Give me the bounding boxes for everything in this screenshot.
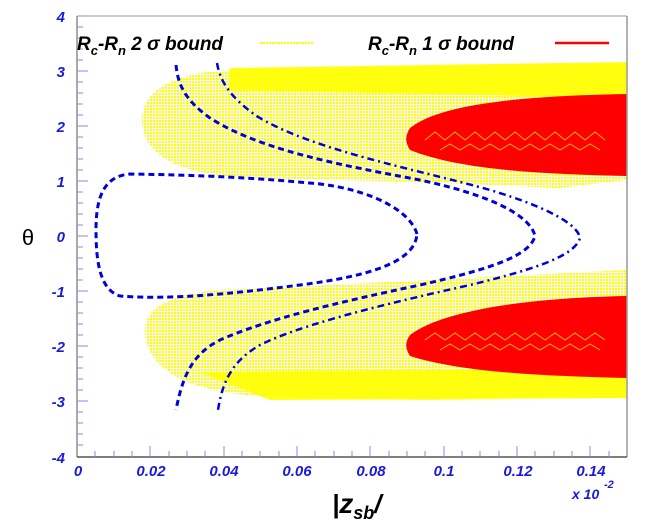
- red-region-upper: [406, 94, 627, 176]
- y-tick-label: 4: [56, 9, 66, 26]
- x-tick-label: 0: [74, 463, 83, 480]
- yellow-band-lower-fill: [200, 368, 627, 400]
- yellow-band-upper-fill: [230, 62, 627, 98]
- x-tick-label: 0.12: [503, 463, 533, 480]
- x-tick-label: 0.02: [136, 463, 166, 480]
- y-tick-label: -2: [52, 339, 66, 356]
- y-tick-label: 1: [57, 174, 65, 191]
- y-tick-label: 0: [57, 229, 66, 246]
- x-tick-label: 0.14: [576, 463, 606, 480]
- x-tick-label: 0.06: [282, 463, 312, 480]
- y-tick-label: 2: [56, 119, 66, 136]
- red-region-lower: [406, 296, 627, 378]
- x-tick-label: 0.04: [209, 463, 239, 480]
- x-tick-labels: 0 0.02 0.04 0.06 0.08 0.1 0.12 0.14: [74, 463, 606, 480]
- y-tick-label: -3: [52, 394, 66, 411]
- svg-text:|zsb/: |zsb/: [332, 488, 384, 523]
- svg-text:Rc-Rn 1 σ bound: Rc-Rn 1 σ bound: [368, 34, 514, 58]
- y-tick-label: -4: [52, 450, 66, 467]
- x-tick-label: 0.08: [356, 463, 386, 480]
- legend-item-2sigma: Rc-Rn 2 σ bound: [77, 34, 314, 58]
- y-tick-label: 3: [57, 64, 66, 81]
- legend-item-1sigma: Rc-Rn 1 σ bound: [368, 34, 609, 58]
- contour-c-dashdot: [215, 62, 582, 411]
- contour-b-dashed: [174, 64, 537, 411]
- y-tick-labels: 4 3 2 1 0 -1 -2 -3 -4: [52, 9, 66, 467]
- svg-text:Rc-Rn 2 σ bound: Rc-Rn 2 σ bound: [77, 34, 223, 58]
- y-axis-title: θ: [22, 225, 34, 250]
- svg-text:x 10: x 10: [571, 486, 599, 502]
- y-tick-label: -1: [52, 284, 65, 301]
- x-tick-label: 0.1: [434, 463, 455, 480]
- y-axis-ticks: [77, 15, 88, 446]
- x-axis-ticks: [94, 446, 610, 457]
- legend: Rc-Rn 2 σ bound Rc-Rn 1 σ bound: [77, 34, 609, 58]
- contour-a-dashed: [94, 172, 419, 299]
- svg-text:-2: -2: [604, 479, 614, 491]
- x-axis-title: |zsb/: [332, 488, 384, 523]
- x-axis-multiplier: x 10 -2: [571, 479, 614, 502]
